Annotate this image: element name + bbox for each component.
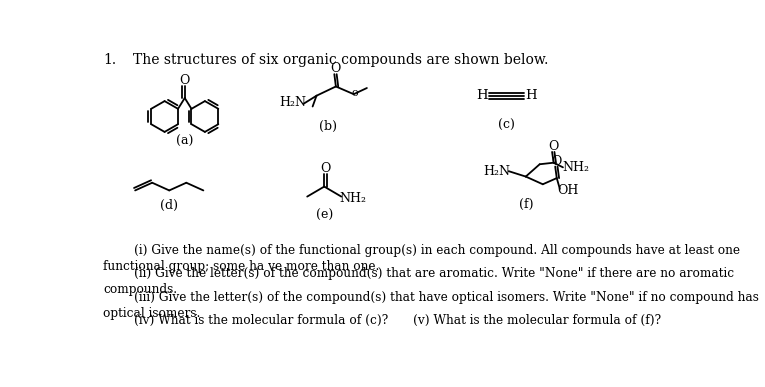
Text: (b): (b) xyxy=(319,120,337,133)
Text: The structures of six organic compounds are shown below.: The structures of six organic compounds … xyxy=(133,53,549,67)
Text: 1.: 1. xyxy=(103,53,116,67)
Text: H₂N: H₂N xyxy=(280,96,307,109)
Text: NH₂: NH₂ xyxy=(562,161,590,174)
Text: H: H xyxy=(476,89,487,102)
Text: (iii) Give the letter(s) of the compound(s) that have optical isomers. Write "No: (iii) Give the letter(s) of the compound… xyxy=(103,291,759,320)
Text: O: O xyxy=(549,140,559,153)
Text: O: O xyxy=(330,62,340,75)
Text: (i) Give the name(s) of the functional group(s) in each compound. All compounds : (i) Give the name(s) of the functional g… xyxy=(103,244,741,273)
Text: (a): (a) xyxy=(176,135,194,148)
Text: o: o xyxy=(351,88,358,98)
Text: (iv) What is the molecular formula of (c)?: (iv) What is the molecular formula of (c… xyxy=(103,313,389,327)
Text: (e): (e) xyxy=(316,209,333,222)
Text: O: O xyxy=(179,74,189,87)
Text: (c): (c) xyxy=(498,118,515,132)
Text: (ii) Give the letter(s) of the compound(s) that are aromatic. Write "None" if th: (ii) Give the letter(s) of the compound(… xyxy=(103,267,734,296)
Text: H: H xyxy=(526,89,537,102)
Text: (f): (f) xyxy=(519,198,533,211)
Text: (d): (d) xyxy=(160,199,178,212)
Text: (v) What is the molecular formula of (f)?: (v) What is the molecular formula of (f)… xyxy=(382,313,662,327)
Text: OH: OH xyxy=(558,184,579,197)
Text: O: O xyxy=(551,155,562,168)
Text: O: O xyxy=(320,163,330,175)
Text: NH₂: NH₂ xyxy=(340,192,366,205)
Text: H₂N: H₂N xyxy=(483,165,510,178)
